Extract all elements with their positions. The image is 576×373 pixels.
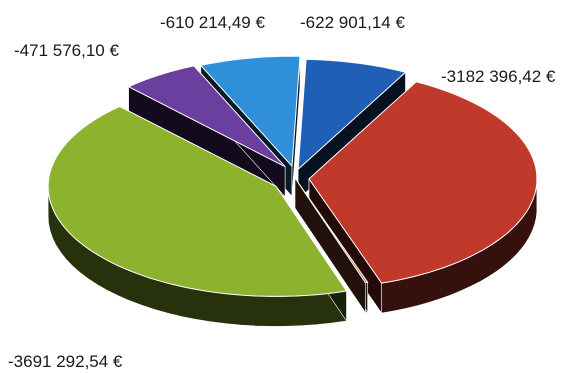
slice-2: [308, 81, 538, 284]
pie-tops: [47, 55, 538, 297]
slice-label-2: -3182 396,42 €: [441, 67, 556, 86]
slice-6: [199, 55, 301, 168]
slice-1: [297, 58, 407, 171]
slice-label-5: -471 576,10 €: [14, 41, 119, 60]
slice-label-6: -610 214,49 €: [160, 13, 265, 32]
slice-5: [127, 65, 286, 168]
slice-label-4: -3691 292,54 €: [8, 352, 123, 371]
slice-label-1: -622 901,14 €: [300, 13, 405, 32]
slice-3: [294, 177, 369, 284]
slice-4: [47, 105, 348, 297]
pie-labels: -622 901,14 € -3182 396,42 € -3691 292,5…: [8, 13, 556, 371]
